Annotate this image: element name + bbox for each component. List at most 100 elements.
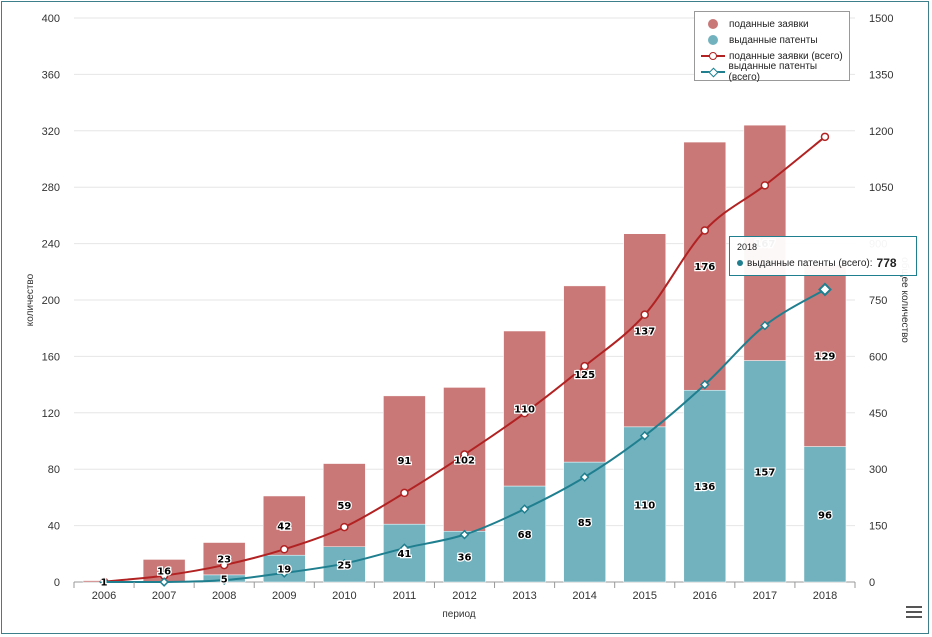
line-diamond-marker-icon — [708, 67, 719, 77]
bar-patents — [623, 426, 666, 583]
y-axis-title: количество — [25, 273, 36, 326]
x-tick-label: 2017 — [753, 590, 777, 602]
x-tick-label: 2010 — [332, 590, 356, 602]
tooltip-value: 778 — [876, 256, 897, 270]
tooltip-marker-icon — [737, 260, 743, 266]
data-label-patents: 19 — [277, 565, 291, 576]
hamburger-menu-icon[interactable] — [906, 606, 922, 620]
data-label-patents: 136 — [694, 482, 715, 493]
y-tick-label: 40 — [48, 521, 60, 533]
marker-patents-total — [639, 430, 650, 441]
y2-tick-label: 1350 — [869, 69, 893, 81]
legend-label: выданные патенты (всего) — [728, 61, 818, 83]
data-label-applications: 102 — [454, 455, 475, 466]
legend-label: выданные патенты — [729, 34, 818, 46]
x-tick-label: 2009 — [272, 590, 296, 602]
legend-item-patents-total[interactable]: выданные патенты (всего) — [701, 61, 849, 83]
marker-applications-total — [340, 522, 349, 532]
axes: 0 40 80 120 160 200 240 280 320 360 400 0 150 300 450 6… — [42, 13, 894, 602]
bars — [82, 124, 847, 583]
x-tick-label: 2012 — [452, 590, 476, 602]
marker-patents-total — [459, 529, 470, 540]
legend-item-applications-total[interactable]: поданные заявки (всего) — [701, 49, 843, 63]
x-tick-label: 2014 — [572, 590, 596, 602]
y2-tick-label: 750 — [869, 295, 887, 307]
data-label-patents: 41 — [397, 549, 411, 560]
data-label-applications: 16 — [157, 567, 171, 578]
data-label-applications: 91 — [397, 456, 411, 467]
marker-applications-total — [460, 450, 469, 459]
y2-tick-label: 1050 — [869, 182, 893, 194]
legend-item-patents[interactable]: выданные патенты — [701, 33, 818, 47]
bar-patents — [743, 360, 787, 583]
x-axis-title: период — [442, 609, 475, 620]
y-tick-label: 160 — [42, 351, 60, 363]
legend-item-applications[interactable]: поданные заявки — [701, 17, 809, 31]
marker-applications-total — [580, 361, 589, 371]
data-label-patents: 5 — [221, 574, 228, 585]
circle-marker-icon — [708, 19, 718, 29]
marker-applications-total — [520, 408, 529, 418]
y2-tick-label: 0 — [869, 577, 875, 589]
marker-patents-total — [339, 558, 350, 569]
marker-patents-total — [399, 543, 410, 554]
y-tick-label: 200 — [42, 295, 60, 307]
marker-patents-total — [279, 568, 290, 578]
bar-applications — [563, 285, 606, 463]
marker-patents-total — [219, 575, 230, 585]
legend[interactable]: поданные заявки выданные патенты поданны… — [694, 11, 850, 83]
marker-applications-total — [280, 545, 289, 554]
data-label-patents: 68 — [518, 530, 532, 541]
bar-applications — [383, 395, 426, 525]
data-label-applications: 129 — [815, 352, 836, 363]
bar-applications — [623, 233, 666, 428]
data-label-patents: 110 — [634, 500, 655, 511]
line-circle-marker-icon — [709, 52, 717, 60]
y-tick-label: 360 — [42, 69, 60, 81]
y2-tick-label: 150 — [869, 521, 887, 533]
x-tick-label: 2016 — [693, 590, 717, 602]
y2-tick-label: 450 — [869, 408, 887, 420]
y-tick-label: 280 — [42, 182, 60, 194]
marker-patents-total — [579, 472, 590, 482]
marker-patents-total — [699, 379, 710, 390]
marker-patents-total — [818, 282, 832, 297]
y-tick-label: 120 — [42, 408, 60, 420]
data-label-applications: 1 — [101, 577, 108, 588]
x-tick-label: 2015 — [632, 590, 656, 602]
x-tick-label: 2018 — [813, 590, 837, 602]
y-tick-label: 320 — [42, 126, 60, 138]
bar-patents — [683, 389, 727, 583]
bar-applications — [202, 542, 246, 576]
y2-tick-label: 1500 — [869, 13, 893, 25]
tooltip-category: 2018 — [737, 242, 758, 252]
marker-applications-total — [640, 310, 649, 319]
tooltip-series-name: выданные патенты (всего): — [747, 257, 873, 269]
data-label-patents: 157 — [754, 467, 775, 478]
tooltip-row: выданные патенты (всего): 778 — [737, 256, 897, 270]
marker-patents-total — [159, 577, 169, 587]
marker-patents-total — [519, 504, 530, 514]
marker-applications-total — [700, 226, 710, 235]
x-tick-label: 2006 — [92, 590, 116, 602]
data-label-applications: 42 — [277, 522, 291, 533]
tooltip: 2018 выданные патенты (всего): 778 — [729, 236, 917, 276]
bar-patents — [803, 446, 847, 583]
data-label-applications: 125 — [574, 370, 595, 381]
y2-axis-title: общее количество — [899, 257, 911, 343]
x-tick-label: 2007 — [152, 590, 176, 602]
marker-applications-total — [400, 488, 409, 498]
data-label-patents: 96 — [818, 510, 832, 521]
x-tick-label: 2011 — [393, 590, 417, 602]
marker-applications-total — [820, 132, 830, 142]
data-label-applications: 23 — [217, 555, 231, 566]
data-label-applications: 59 — [337, 501, 351, 512]
bar-applications — [503, 330, 546, 487]
data-label-applications: 110 — [514, 405, 535, 416]
marker-applications-total — [760, 181, 770, 190]
y2-tick-label: 1200 — [869, 126, 893, 138]
y-tick-label: 80 — [48, 464, 60, 476]
circle-marker-icon — [708, 35, 718, 45]
y-tick-label: 0 — [54, 577, 60, 589]
